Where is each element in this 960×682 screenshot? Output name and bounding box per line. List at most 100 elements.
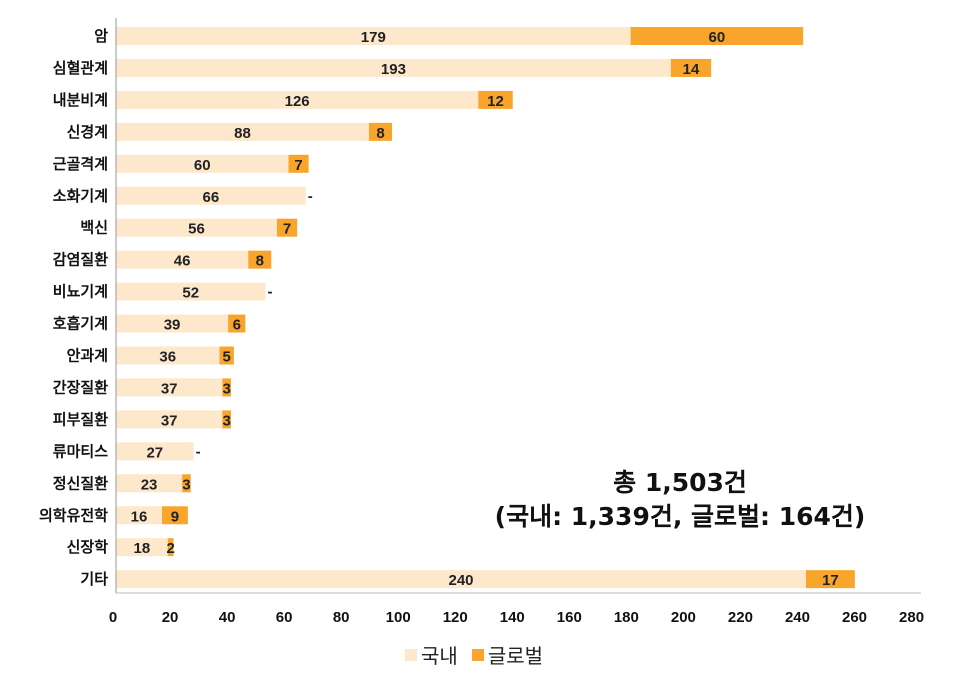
bar-global <box>806 570 855 589</box>
category-label: 소화기계 <box>53 187 108 205</box>
data-label-global: 14 <box>683 61 700 78</box>
x-tick-label: 260 <box>842 609 867 626</box>
data-label-domestic: 16 <box>131 508 148 525</box>
bar-global <box>478 90 513 109</box>
x-tick-label: 140 <box>500 609 525 626</box>
data-label-domestic: 23 <box>141 476 158 493</box>
bar-domestic <box>116 90 479 109</box>
data-label-global: - <box>196 443 201 460</box>
bar-domestic <box>116 538 168 557</box>
legend-swatch-domestic <box>405 648 417 661</box>
category-label: 비뇨기계 <box>53 283 108 301</box>
x-tick-label: 160 <box>557 609 582 626</box>
bar-domestic <box>116 410 223 429</box>
category-label: 호흡기계 <box>53 315 108 333</box>
x-tick-label: 80 <box>333 609 350 626</box>
bar-global <box>182 474 191 493</box>
data-label-domestic: 39 <box>164 317 181 334</box>
data-label-domestic: 240 <box>448 572 473 589</box>
data-label-global: 2 <box>166 540 174 557</box>
x-tick-label: 120 <box>443 609 468 626</box>
x-tick-label: 180 <box>614 609 639 626</box>
bar-domestic <box>116 442 194 461</box>
category-label: 신장학 <box>67 538 109 556</box>
bar-domestic <box>116 27 631 45</box>
data-label-global: 3 <box>223 380 231 397</box>
legend-item-global: 글로벌 <box>471 640 544 669</box>
bar-domestic <box>116 58 671 77</box>
bar-global <box>228 314 246 333</box>
data-label-domestic: 126 <box>285 93 310 110</box>
bar-domestic <box>116 154 289 173</box>
data-label-global: 9 <box>171 508 179 525</box>
x-tick-label: 220 <box>728 609 753 626</box>
x-tick-label: 200 <box>671 609 696 626</box>
category-label: 심혈관계 <box>53 59 108 77</box>
category-label: 암 <box>94 27 108 45</box>
bar-domestic <box>116 506 162 525</box>
x-tick-label: 280 <box>899 609 924 626</box>
data-label-domestic: 36 <box>159 349 176 366</box>
bar-domestic <box>116 186 306 205</box>
data-label-global: - <box>308 188 313 205</box>
category-label: 백신 <box>80 219 108 237</box>
bar-domestic <box>116 314 229 333</box>
category-label: 간장질환 <box>53 378 108 396</box>
bar-global <box>219 346 234 365</box>
data-label-global: 8 <box>256 253 264 270</box>
bar-global <box>167 538 174 557</box>
x-tick-label: 20 <box>162 609 179 626</box>
category-label: 의학유전학 <box>39 506 108 524</box>
category-label: 근골격계 <box>53 155 108 173</box>
x-tick-label: 60 <box>276 609 293 626</box>
data-label-domestic: 179 <box>361 29 386 46</box>
bar-domestic <box>116 122 369 141</box>
data-label-domestic: 193 <box>381 61 406 78</box>
data-label-domestic: 37 <box>161 380 178 397</box>
x-tick-label: 40 <box>219 609 236 626</box>
data-label-global: 7 <box>283 221 291 238</box>
data-label-domestic: 27 <box>146 444 163 461</box>
bar-global <box>670 58 712 77</box>
data-label-domestic: 60 <box>194 157 211 174</box>
category-label: 정신질환 <box>53 474 108 492</box>
bar-global <box>630 27 804 45</box>
category-label: 신경계 <box>67 123 108 141</box>
bar-domestic <box>116 282 266 301</box>
legend: 국내 글로벌 <box>405 640 543 669</box>
bar-domestic <box>116 474 183 493</box>
bar-domestic <box>116 250 249 269</box>
bar-domestic <box>116 346 220 365</box>
legend-swatch-global <box>471 648 484 661</box>
data-label-domestic: 18 <box>134 540 151 557</box>
data-label-domestic: 66 <box>203 189 220 206</box>
data-label-domestic: 88 <box>234 125 251 142</box>
bar-domestic <box>116 218 277 237</box>
bar-domestic <box>116 570 806 589</box>
bar-domestic <box>116 378 223 397</box>
data-label-domestic: 46 <box>174 253 191 270</box>
category-label: 내분비계 <box>53 91 108 109</box>
data-label-domestic: 56 <box>188 221 205 238</box>
bar-global <box>222 378 231 397</box>
x-tick-label: 240 <box>785 609 810 626</box>
data-label-global: - <box>268 284 273 301</box>
bar-global <box>288 154 309 173</box>
data-label-global: 60 <box>709 29 726 46</box>
data-label-global: 5 <box>223 349 231 366</box>
annotation-breakdown: (국내: 1,339건, 글로벌: 164건) <box>494 502 866 531</box>
bar-global <box>248 250 272 269</box>
data-label-global: 12 <box>487 93 504 110</box>
bar-global <box>222 410 231 429</box>
legend-label-domestic: 국내 <box>421 644 458 668</box>
data-label-global: 8 <box>376 125 384 142</box>
category-label: 기타 <box>80 570 108 588</box>
legend-label-global: 글로벌 <box>487 644 544 668</box>
category-label: 안과계 <box>67 347 108 365</box>
data-label-global: 3 <box>182 476 190 493</box>
category-label: 류마티스 <box>53 442 108 460</box>
total-annotation: 총 1,503건 (국내: 1,339건, 글로벌: 164건) <box>470 466 890 534</box>
legend-item-domestic: 국내 <box>405 640 458 669</box>
bar-global <box>277 218 298 237</box>
